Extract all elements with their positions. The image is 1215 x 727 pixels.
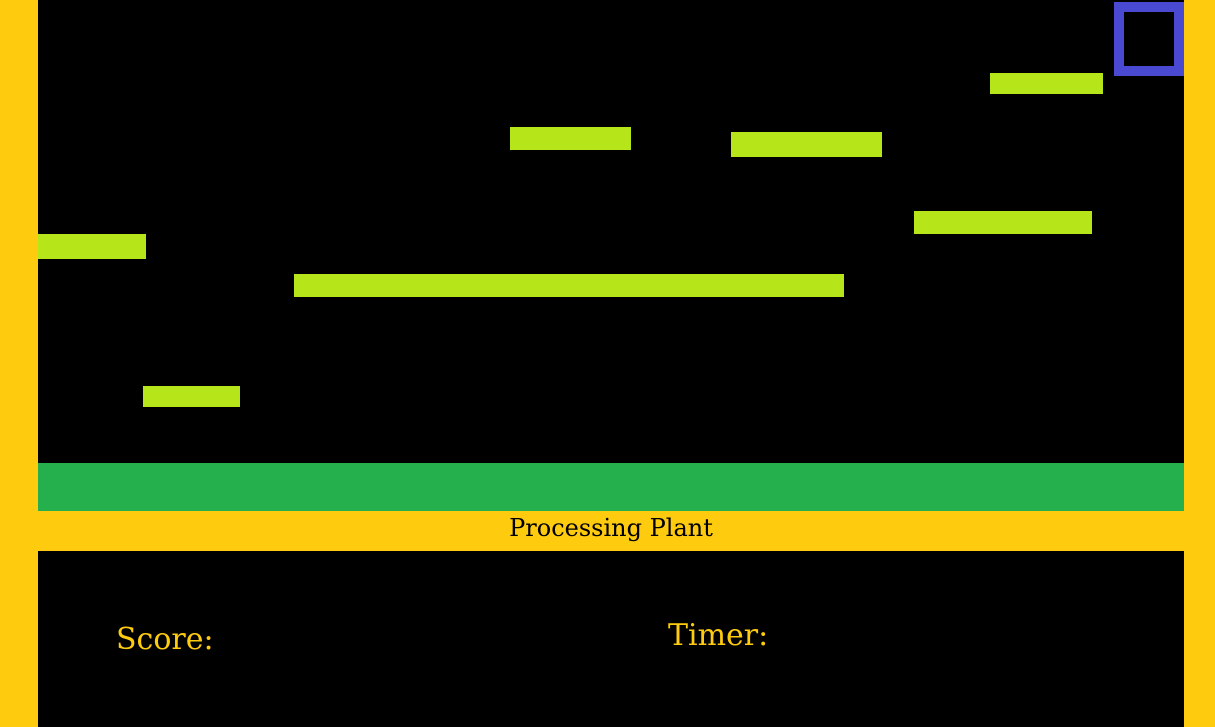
- platform: [731, 132, 882, 157]
- left-border: [0, 0, 38, 727]
- level-title-bar: Processing Plant: [38, 511, 1184, 551]
- platform: [38, 234, 146, 259]
- right-border: [1184, 0, 1215, 727]
- level-title: Processing Plant: [509, 514, 713, 542]
- platform: [294, 274, 844, 297]
- platform: [510, 127, 631, 150]
- score-label: Score:: [116, 622, 214, 657]
- play-field[interactable]: [38, 0, 1184, 463]
- platform: [143, 386, 240, 407]
- timer-label: Timer:: [668, 618, 769, 653]
- platform: [990, 73, 1103, 94]
- platform: [914, 211, 1092, 234]
- ground: [38, 463, 1184, 511]
- player-block[interactable]: [1114, 2, 1184, 76]
- hud-panel: Score: Timer:: [38, 551, 1184, 727]
